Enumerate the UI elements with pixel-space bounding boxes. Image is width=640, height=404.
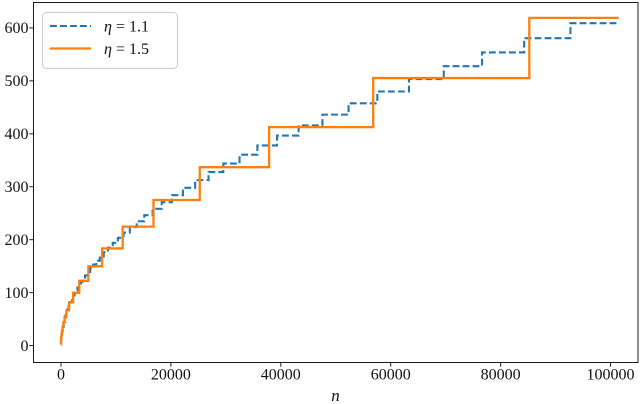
legend-label: η = 1.5 (104, 41, 149, 58)
y-tick-label: 300 (5, 179, 29, 196)
y-tick-label: 0 (21, 338, 29, 355)
x-tick-label: 40000 (261, 367, 301, 384)
x-tick-label: 20000 (151, 367, 191, 384)
y-tick-label: 500 (5, 73, 29, 90)
series-line-dashed (59, 22, 619, 346)
plot-border (33, 2, 639, 363)
x-tick-label: 80000 (481, 367, 521, 384)
legend-label: η = 1.1 (104, 18, 149, 35)
x-tick-label: 60000 (371, 367, 411, 384)
series-line-solid (59, 16, 619, 346)
y-tick-label: 100 (5, 285, 29, 302)
x-axis-label: n (331, 386, 340, 404)
y-tick-label: 600 (5, 20, 29, 37)
y-tick-label: 400 (5, 126, 29, 143)
y-tick-label: 200 (5, 232, 29, 249)
x-tick-label: 100000 (587, 367, 635, 384)
x-tick-label: 0 (57, 367, 65, 384)
